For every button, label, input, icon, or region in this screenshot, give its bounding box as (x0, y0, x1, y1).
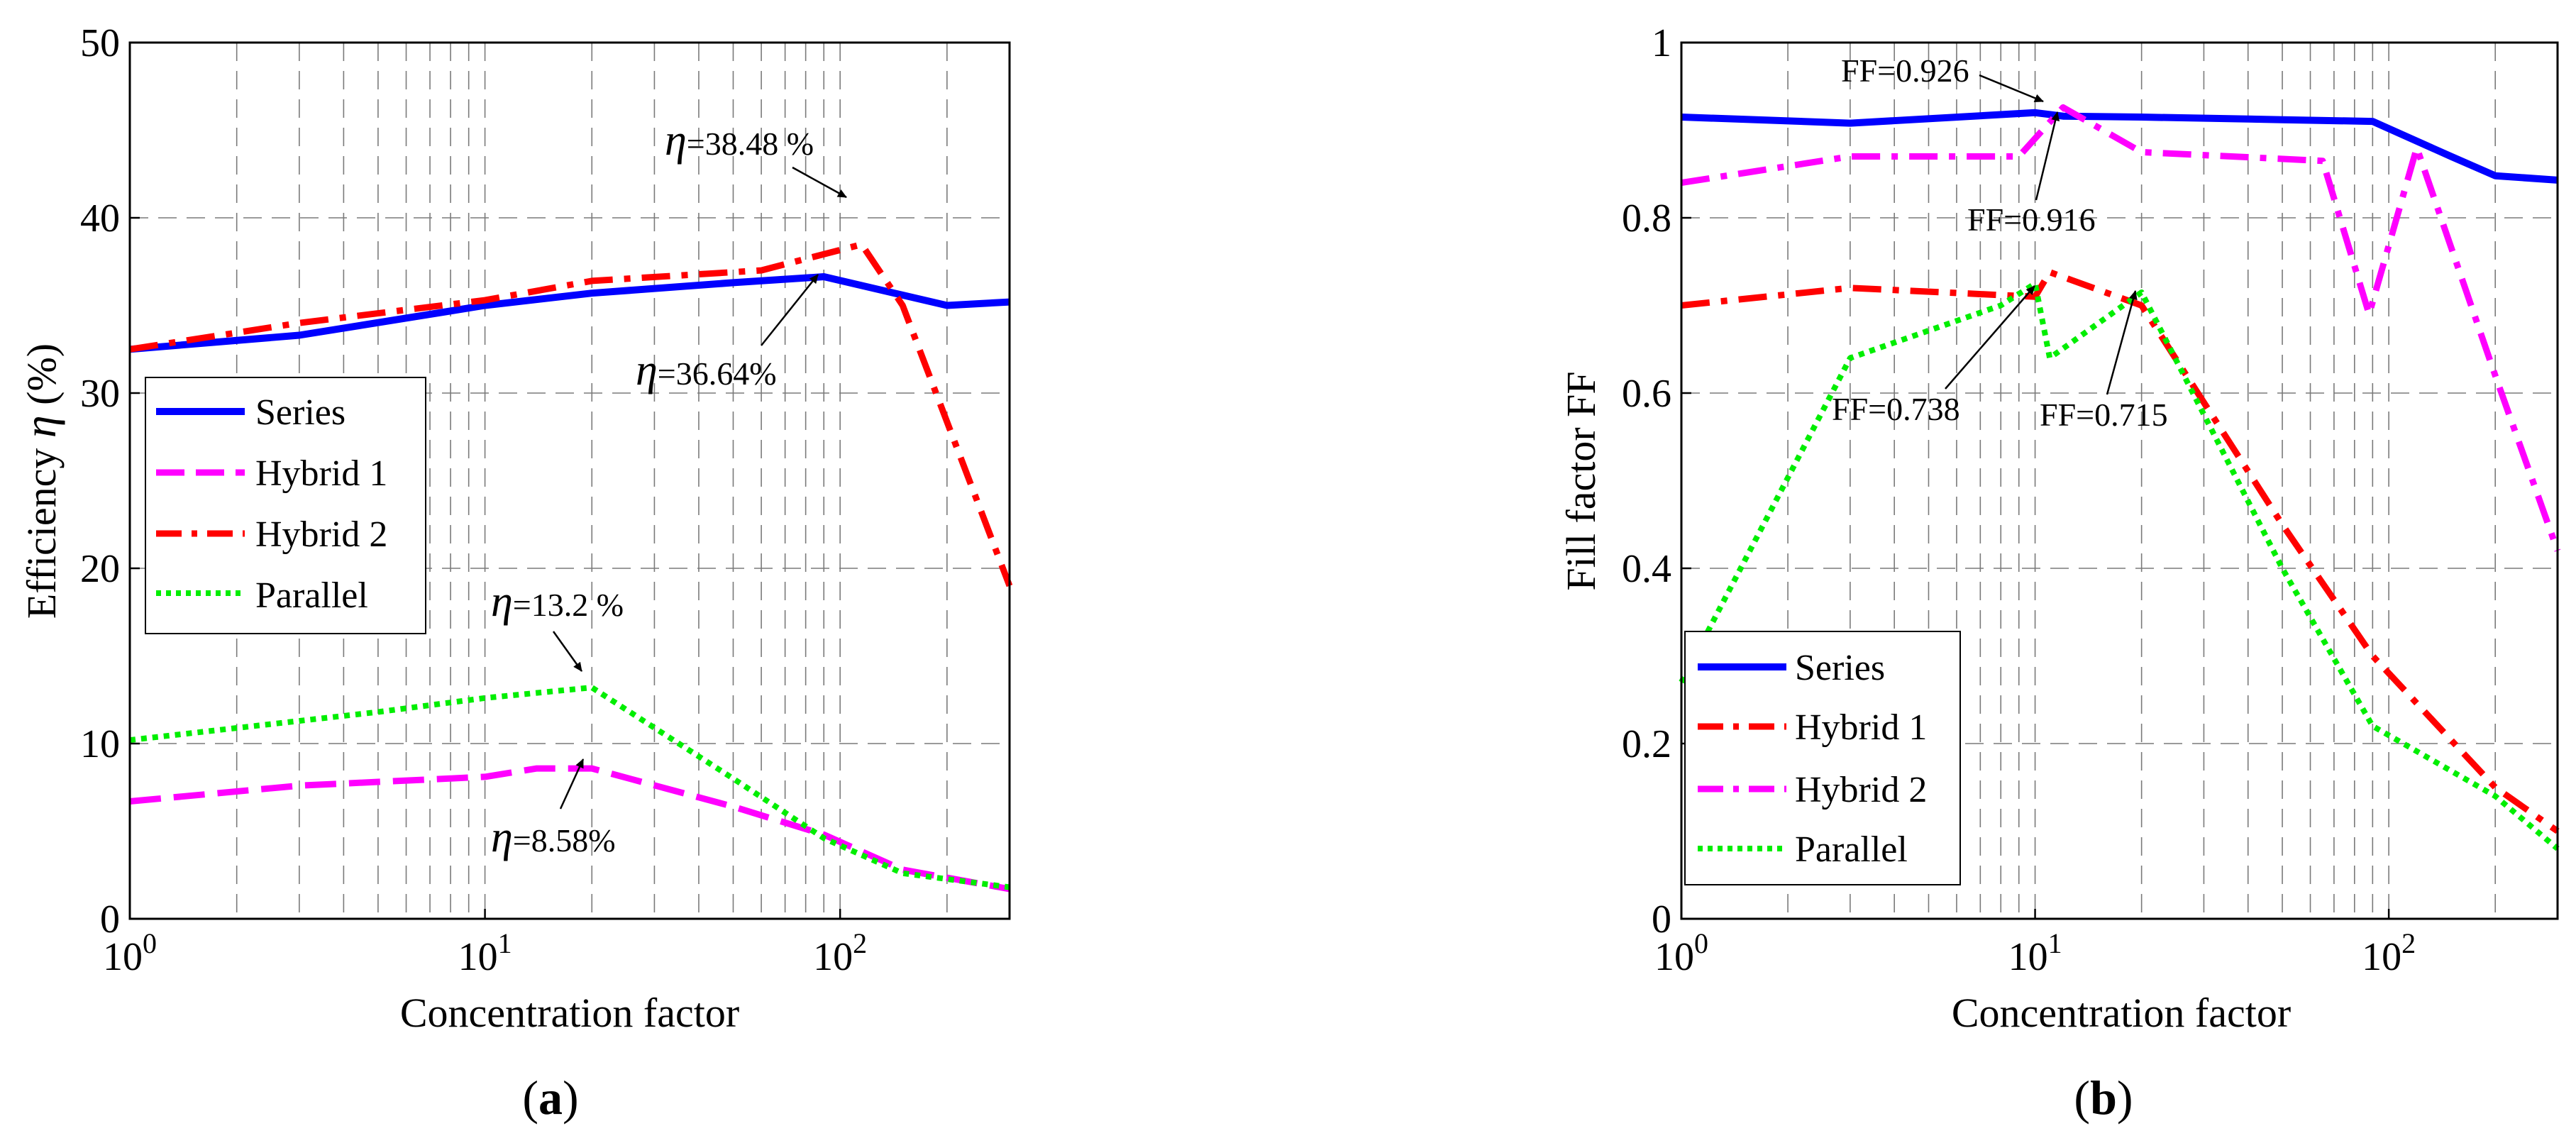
annotation-eta-36-64-arrow (761, 274, 819, 346)
panel-b-annotations: FF=0.926 FF=0.916 FF=0.738 FF=0.715 (1832, 53, 2168, 433)
annotation-eta-36-64: η=36.64% (636, 346, 777, 394)
panel-a-legend: Series Hybrid 1 Hybrid 2 Parallel (145, 377, 426, 634)
panel-a-xlabel: Concentration factor (400, 990, 739, 1036)
panel-a-plot-frame (128, 41, 1011, 920)
panel-b-xlabel: Concentration factor (1952, 990, 2291, 1036)
panel-b-label-letter: b (2090, 1071, 2117, 1125)
panel-b-ytick-label: 0.4 (1622, 547, 1671, 591)
annotation-ff-0-715-arrow (2106, 290, 2138, 395)
annotation-ff-0-738: FF=0.738 (1832, 391, 1960, 427)
panel-b-label: (b) (2074, 1071, 2133, 1125)
annotation-eta-13-2: η=13.2 % (491, 578, 624, 626)
panel-b-series-parallel (1679, 280, 2560, 851)
panel-b-ytick-label: 0 (1652, 898, 1671, 942)
panel-b-series-hybrid-2 (1681, 104, 2561, 552)
annotation-ff-0-916-arrow (2035, 111, 2060, 201)
panel-a-series-series (129, 273, 1010, 353)
annotation-eta-36-64-value: =36.64% (658, 355, 777, 392)
panel-a-ytick-label: 50 (80, 21, 120, 65)
panel-a-ylabel-symbol: η (15, 415, 65, 438)
panel-a-xtick-label: 101 (458, 927, 512, 979)
panel-b-xtick-label: 102 (2362, 927, 2416, 979)
panel-a-ytick-label: 30 (80, 372, 120, 416)
panel-b-legend-label-series: Series (1795, 648, 1885, 688)
panel-b-ytick-label: 1 (1652, 21, 1671, 65)
annotation-eta-8-58-arrow (559, 758, 585, 810)
panel-b-ytick-label: 0.8 (1622, 197, 1671, 241)
panel-a-ytick-label: 0 (100, 898, 120, 942)
panel-a-ytick-label: 10 (80, 722, 120, 766)
annotation-ff-0-916: FF=0.916 (1967, 201, 2096, 238)
annotation-eta-36-64-symbol: η (636, 346, 658, 394)
annotation-eta-8-58-symbol: η (491, 813, 513, 861)
annotation-ff-0-926: FF=0.926 (1841, 53, 1969, 89)
panel-b-ticks: 0 0.2 0.4 0.6 0.8 1 100 101 102 (1622, 21, 2416, 979)
panel-b-legend-box (1684, 631, 1961, 885)
panel-a-ticks: 0 10 20 30 40 50 100 101 102 (80, 21, 867, 979)
panel-a-ylabel-unit: (%) (18, 343, 65, 415)
panel-b-xtick-label: 101 (2008, 927, 2062, 979)
panel-a-legend-box (145, 377, 426, 634)
annotation-eta-13-2-value: =13.2 % (513, 587, 624, 623)
annotation-eta-38-48: η=38.48 % (665, 116, 814, 165)
annotation-eta-8-58-value: =8.58% (513, 822, 616, 858)
panel-a-ytick-label: 20 (80, 547, 120, 591)
panel-b-legend: Series Hybrid 1 Hybrid 2 Parallel (1684, 631, 1961, 885)
panel-a-annotations: η=38.48 % η=36.64% η=13.2 % η=8.58% (491, 116, 847, 861)
panel-b-legend-label-parallel: Parallel (1795, 829, 1908, 870)
panel-a-ylabel: Efficiency η (%) (15, 343, 65, 619)
panel-b-ylabel: Fill factor FF (1558, 371, 1604, 590)
panel-a-label-letter: a (538, 1071, 563, 1125)
panel-a-xtick-label: 100 (103, 927, 157, 979)
panel-b-grid (1681, 43, 2558, 919)
panel-a-chart: 0 10 20 30 40 50 100 101 102 Concentration facto… (15, 21, 1013, 1125)
panel-b-ytick-label: 0.6 (1622, 372, 1671, 416)
annotation-ff-0-715: FF=0.715 (2040, 397, 2168, 433)
panel-b-series-layer (1679, 104, 2561, 851)
annotation-ff-0-926-arrow (1979, 74, 2044, 103)
panel-b-ytick-label: 0.2 (1622, 722, 1671, 766)
panel-a-ytick-label: 40 (80, 197, 120, 241)
panel-a-xtick-label: 102 (813, 927, 867, 979)
annotation-eta-38-48-symbol: η (665, 116, 687, 165)
panel-b-plot-frame (1680, 41, 2559, 920)
panel-a-series-parallel (129, 685, 1010, 890)
annotation-eta-8-58: η=8.58% (491, 813, 616, 861)
panel-a-legend-label-hybrid2: Hybrid 2 (255, 514, 387, 555)
annotation-ff-0-738-arrow (1945, 285, 2035, 390)
panel-b-legend-label-hybrid1: Hybrid 1 (1795, 707, 1927, 748)
panel-a-label: (a) (522, 1071, 578, 1125)
panel-b-xtick-label: 100 (1654, 927, 1708, 979)
annotation-eta-38-48-arrow (792, 166, 847, 199)
annotation-eta-13-2-arrow (552, 631, 583, 672)
panel-a-ylabel-text: Efficiency (18, 438, 65, 619)
panel-a-legend-label-hybrid1: Hybrid 1 (255, 453, 387, 494)
panel-b-series-series (1681, 109, 2558, 184)
panel-a-series-layer (129, 241, 1013, 893)
panel-a-legend-label-series: Series (255, 392, 346, 433)
panel-a-legend-label-parallel: Parallel (255, 575, 368, 616)
panel-a-series-hybrid-1 (129, 765, 1010, 893)
annotation-eta-38-48-value: =38.48 % (687, 126, 814, 162)
annotation-eta-13-2-symbol: η (491, 578, 513, 626)
panel-b-chart: 0 0.2 0.4 0.6 0.8 1 100 101 102 Concentration fa… (1558, 21, 2561, 1125)
panel-b-legend-label-hybrid2: Hybrid 2 (1795, 770, 1927, 810)
panel-b-series-hybrid-1 (1681, 269, 2560, 834)
